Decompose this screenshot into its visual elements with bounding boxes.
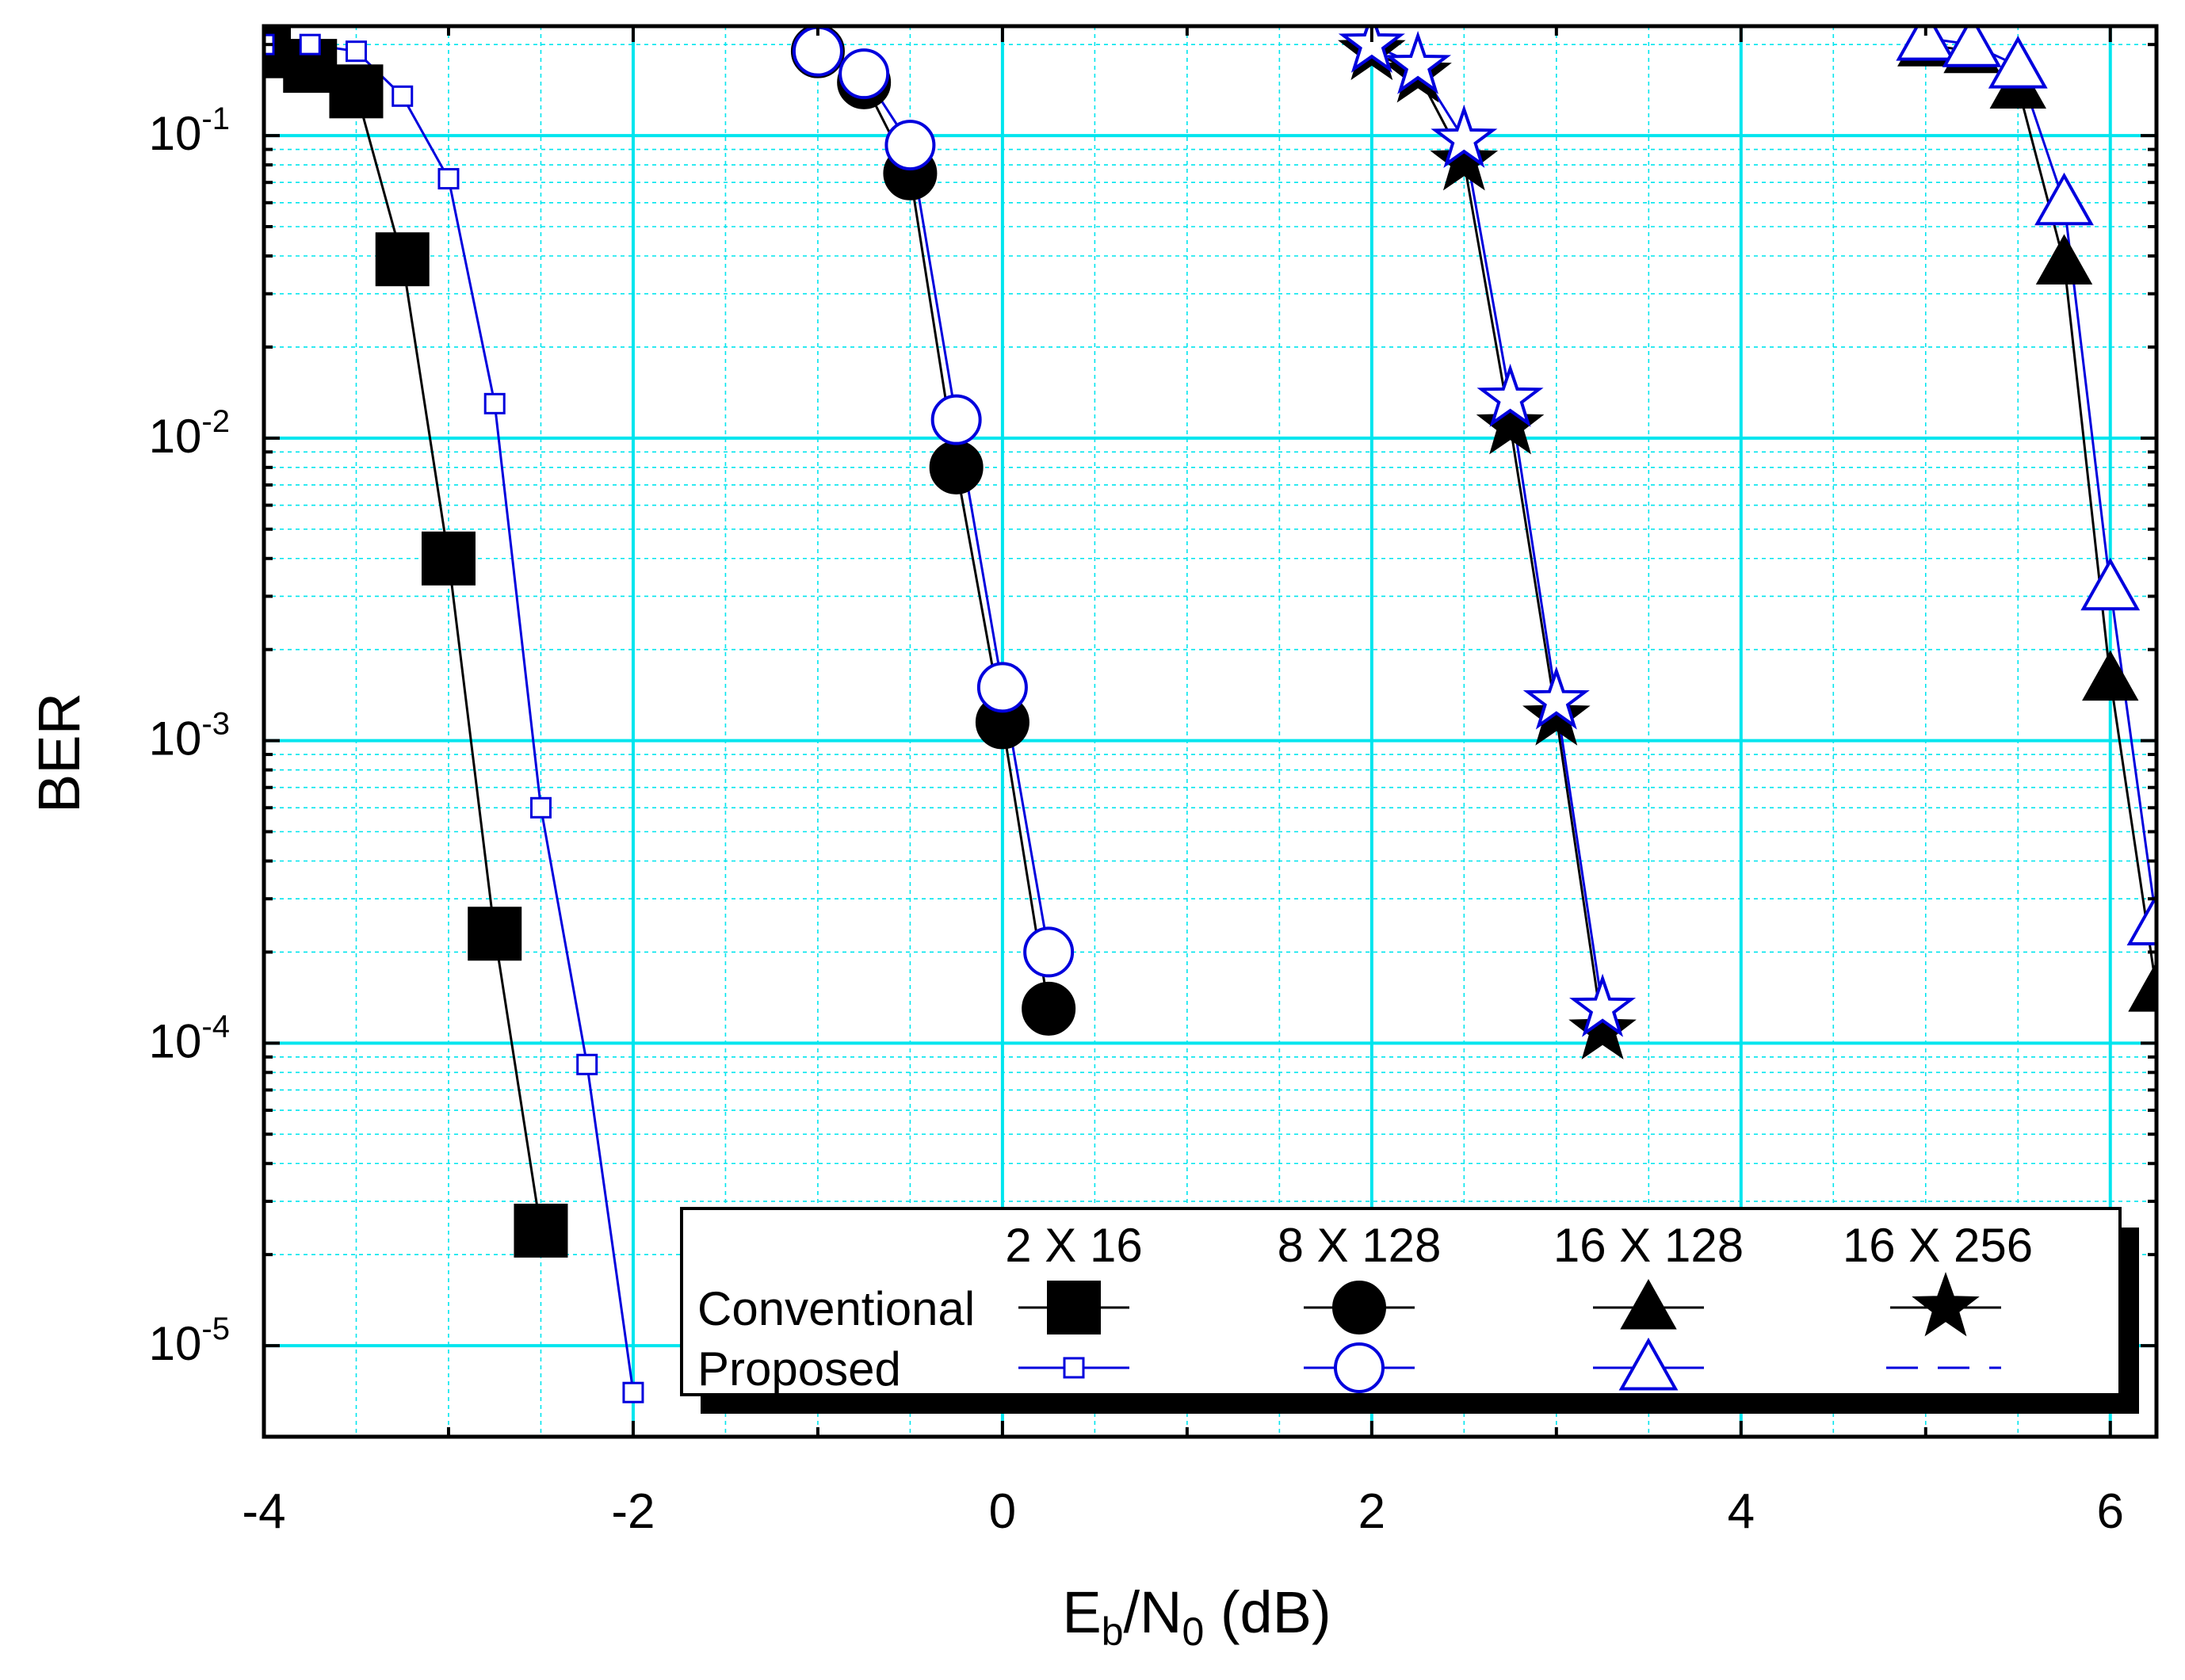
data-point-proposed-16-x-128 [2034,172,2094,226]
legend-box [680,1207,2122,1396]
legend-marker-conventional [1332,1281,1386,1334]
legend-marker-conventional [1047,1281,1101,1334]
data-point-proposed-16-x-128 [1942,26,2002,67]
grid [264,26,2156,1437]
data-point-proposed-2-x-16 [483,392,506,414]
legend-column-label: 16 X 128 [1553,1219,1744,1272]
x-tick-label: 6 [2097,1484,2124,1539]
data-point-conventional-2-x-16 [421,531,476,586]
data-point-proposed-8-x-128 [884,120,936,171]
data-point-proposed-16-x-256 [1385,30,1452,94]
data-point-proposed-2-x-16 [392,85,414,107]
series-layer [264,26,2156,1403]
data-point-proposed-16-x-128 [2080,557,2141,611]
legend-marker-proposed [1334,1342,1385,1393]
data-point-proposed-16-x-256 [1476,363,1544,427]
data-point-proposed-2-x-16 [437,168,460,190]
data-point-proposed-16-x-256 [1338,26,1405,73]
data-point-proposed-2-x-16 [576,1053,598,1075]
y-tick-label: 10-3 [149,707,230,766]
legend: 2 X 16 8 X 128 16 X 128 16 X 256 Conventiona… [680,1207,2139,1414]
data-point-proposed-2-x-16 [622,1381,644,1403]
plot-frame [262,24,2159,1439]
x-tick-label: -4 [242,1484,285,1539]
data-point-proposed-16-x-256 [1569,973,1637,1037]
data-point-conventional-16-x-128 [2035,234,2093,285]
y-axis-label: BER [26,693,92,813]
data-point-proposed-16-x-256 [1431,104,1498,168]
data-point-conventional-16-x-128 [2128,961,2156,1012]
series-clipped [264,26,2156,1403]
x-tick-label: 2 [1358,1484,1385,1539]
legend-column-label: 2 X 16 [1005,1219,1142,1272]
x-tick-label: -2 [611,1484,655,1539]
data-point-conventional-2-x-16 [329,64,384,119]
data-point-proposed-8-x-128 [838,48,890,100]
legend-marker-proposed [1618,1337,1679,1391]
legend-row-label: Conventional [697,1282,975,1335]
data-point-proposed-2-x-16 [529,796,552,819]
data-point-conventional-2-x-16 [468,907,522,961]
x-tick-label: 4 [1728,1484,1755,1539]
data-point-conventional-16-x-256 [1568,995,1637,1060]
data-point-proposed-16-x-256 [1522,666,1590,730]
legend-row-label: Proposed [697,1342,901,1396]
data-point-conventional-16-x-128 [2082,650,2139,701]
data-point-proposed-2-x-16 [345,40,367,63]
axis-ticks: -4 -2 0 2 4 6 10-1 10-2 10-3 10-4 10-5 [149,26,2156,1539]
data-point-conventional-8-x-128 [929,440,984,494]
y-tick-label: 10-1 [149,101,230,160]
y-tick-label: 10-4 [149,1009,230,1067]
data-point-proposed-8-x-128 [976,662,1028,713]
y-tick-label: 10-5 [149,1312,230,1370]
data-point-proposed-16-x-128 [1896,26,1956,61]
data-point-conventional-16-x-256 [1430,126,1499,191]
x-tick-label: 0 [989,1484,1016,1539]
data-point-conventional-2-x-16 [514,1203,568,1258]
y-tick-label: 10-2 [149,404,230,463]
data-point-proposed-8-x-128 [930,394,982,445]
data-point-conventional-8-x-128 [1022,981,1076,1036]
legend-marker-conventional [1912,1272,1980,1337]
data-point-conventional-16-x-256 [1476,389,1545,455]
data-point-proposed-2-x-16 [299,33,321,55]
legend-marker-conventional [1620,1278,1677,1330]
legend-column-label: 8 X 128 [1278,1219,1442,1272]
data-point-proposed-16-x-128 [2126,892,2156,945]
data-point-conventional-2-x-16 [375,232,430,287]
data-point-proposed-16-x-128 [1988,36,2048,89]
x-axis-label: Eb/N0 (dB) [1062,1579,1331,1654]
legend-column-label: 16 X 256 [1843,1219,2033,1272]
data-point-proposed-8-x-128 [1023,926,1075,978]
legend-marker-proposed [1063,1357,1085,1379]
